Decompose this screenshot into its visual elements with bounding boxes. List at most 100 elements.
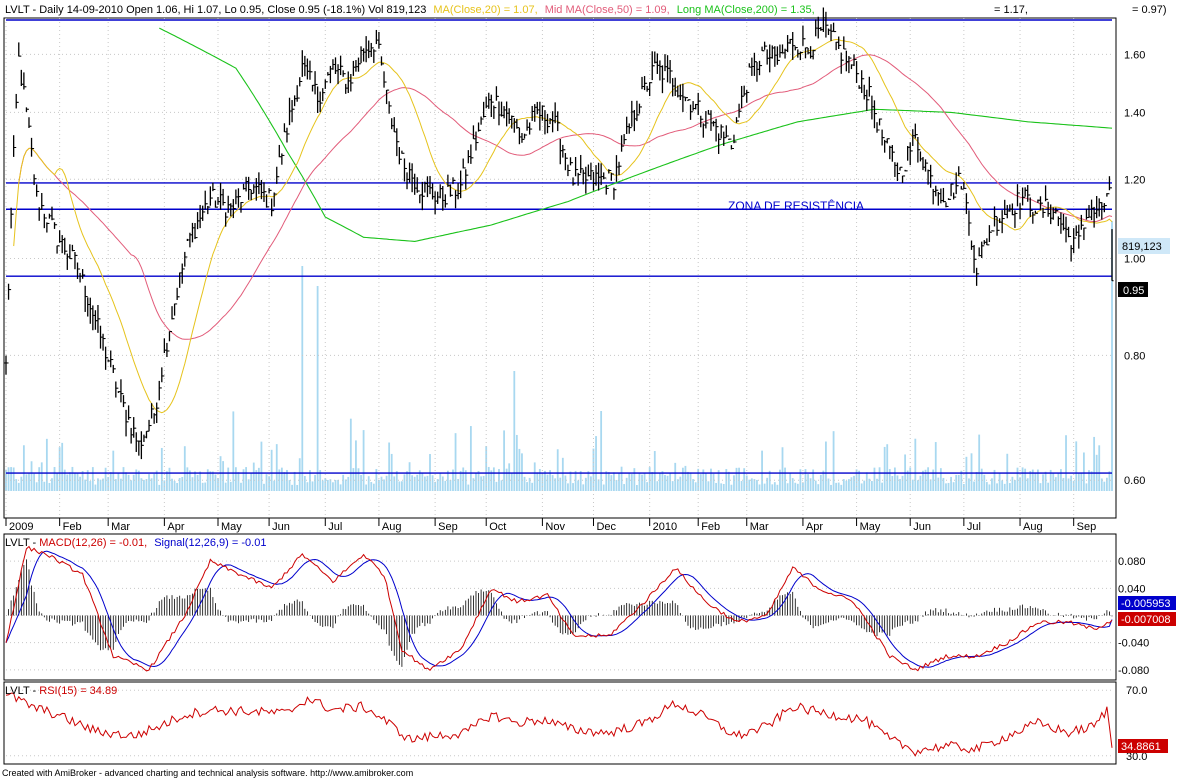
volume-bar	[1034, 472, 1037, 491]
volume-bar	[137, 470, 140, 491]
volume-bar	[293, 471, 296, 491]
volume-bar	[349, 418, 352, 491]
volume-bar	[454, 433, 457, 491]
volume-bar	[541, 472, 544, 491]
volume-bar	[117, 472, 120, 491]
volume-bar	[347, 476, 350, 491]
volume-bar	[968, 478, 970, 491]
volume-bar	[996, 483, 998, 491]
volume-bar	[671, 481, 674, 491]
volume-bar	[597, 479, 600, 491]
volume-bar	[781, 447, 784, 491]
volume-bar	[1072, 480, 1075, 491]
volume-bar	[975, 471, 978, 491]
volume-bar	[130, 480, 133, 491]
volume-bar	[814, 480, 817, 491]
volume-bar	[35, 482, 38, 491]
price-x-tick-label: Mar	[111, 521, 130, 533]
volume-bar	[344, 479, 347, 491]
volume-bar	[564, 475, 567, 491]
volume-bar	[1070, 475, 1073, 491]
volume-bar	[194, 471, 196, 491]
volume-bar	[25, 474, 28, 491]
volume-bar	[132, 474, 135, 491]
volume-bar	[1093, 436, 1096, 491]
volume-bar	[835, 482, 838, 491]
volume-bar	[1083, 452, 1085, 491]
volume-bar	[533, 462, 536, 491]
macd-panel-frame	[3, 533, 1117, 681]
volume-bar	[459, 470, 462, 491]
price-x-tick-label: Apr	[167, 521, 184, 533]
volume-bar	[1098, 445, 1101, 491]
volume-bar	[45, 438, 48, 491]
ma20-line	[13, 38, 1113, 414]
price-y-tick-label: 1.00	[1124, 253, 1145, 265]
volume-bar	[388, 442, 391, 491]
last-close-label: 0.95	[1123, 285, 1144, 297]
volume-bar	[791, 478, 794, 491]
volume-bar	[523, 476, 526, 491]
volume-bar	[173, 480, 176, 491]
signal-line	[5, 550, 1113, 668]
rsi-y-axis: 70.0 30.0	[1126, 685, 1147, 763]
volume-bar	[140, 478, 143, 491]
volume-bar	[232, 411, 235, 491]
macd-header-prefix: LVLT -	[5, 537, 39, 549]
volume-bar	[567, 483, 569, 491]
volume-bar	[648, 467, 651, 491]
volume-bar	[1108, 471, 1111, 491]
volume-bar	[837, 482, 840, 491]
volume-bar	[91, 467, 94, 491]
volume-bar	[201, 482, 204, 491]
volume-bar	[559, 477, 562, 491]
price-x-tick-label: Oct	[489, 521, 506, 533]
volume-bar	[643, 473, 646, 491]
rsi-lines	[5, 692, 1113, 757]
volume-bar	[689, 472, 692, 491]
volume-bar	[43, 481, 46, 491]
volume-bar	[7, 467, 10, 491]
price-header-ma50: Mid MA(Close,50) = 1.09,	[545, 4, 670, 16]
volume-bar	[733, 475, 735, 491]
volume-bar	[104, 467, 107, 491]
volume-bar	[848, 479, 850, 491]
rsi-y-tick-label: 70.0	[1126, 685, 1147, 697]
volume-bar	[155, 470, 158, 491]
volume-bar	[679, 476, 682, 491]
volume-bar	[873, 467, 876, 491]
volume-bar	[699, 474, 702, 491]
volume-bar	[569, 471, 572, 491]
volume-bar	[666, 475, 669, 491]
volume-bar	[934, 442, 937, 491]
volume-bar	[480, 476, 482, 491]
volume-bar	[337, 479, 339, 491]
rsi-header-value: RSI(15) = 34.89	[39, 685, 117, 697]
volume-bar	[955, 474, 958, 491]
volume-bar	[901, 475, 904, 491]
volume-bar	[620, 466, 623, 491]
volume-bar	[436, 479, 439, 491]
volume-bar	[845, 480, 848, 491]
macd-lines	[5, 545, 1113, 672]
volume-bar	[20, 476, 23, 491]
macd-value-tag: -0.007008	[1118, 612, 1176, 626]
price-grid	[5, 18, 1112, 518]
volume-bar	[625, 477, 628, 491]
volume-bar	[881, 482, 884, 491]
volume-bar	[577, 480, 580, 491]
volume-bar	[183, 446, 186, 491]
volume-bar	[166, 471, 168, 491]
volume-bar	[538, 469, 541, 491]
price-y-tick-label: 0.60	[1124, 475, 1145, 487]
volume-bar	[270, 449, 273, 491]
volume-bar	[112, 450, 115, 491]
volume-bar	[932, 469, 935, 491]
volume-bar	[945, 483, 947, 491]
volume-bar	[743, 468, 746, 491]
volume-bar	[71, 466, 74, 491]
price-header-ticker: LVLT - Daily 14-09-2010 Open 1.06, Hi 1.…	[5, 4, 426, 16]
volume-bar	[636, 484, 638, 491]
volume-bar	[804, 469, 807, 491]
